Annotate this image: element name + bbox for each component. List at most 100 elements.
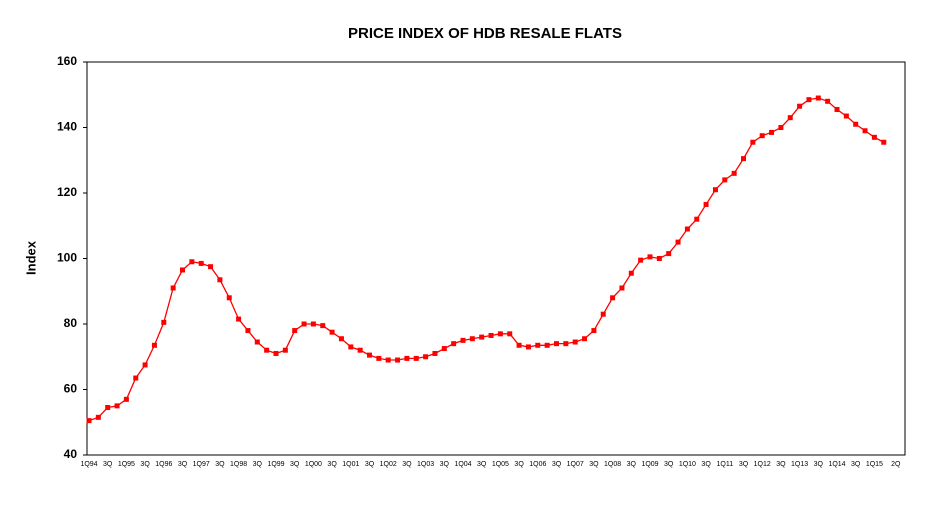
marker bbox=[806, 97, 812, 103]
marker bbox=[301, 321, 307, 327]
y-tick-label: 120 bbox=[57, 185, 77, 199]
marker bbox=[825, 98, 831, 104]
x-tick-label: 1Q10 bbox=[679, 461, 696, 468]
marker bbox=[460, 337, 466, 343]
marker bbox=[469, 336, 475, 342]
marker bbox=[114, 403, 120, 409]
x-tick-label: 1Q12 bbox=[754, 461, 771, 468]
plot-frame bbox=[86, 61, 906, 456]
x-tick-label: 1Q01 bbox=[342, 461, 359, 468]
y-tick-label: 40 bbox=[64, 447, 78, 461]
x-tick-label: 1Q09 bbox=[641, 461, 658, 468]
marker bbox=[208, 264, 214, 270]
y-axis-label: Index bbox=[23, 240, 38, 275]
y-tick-label: 160 bbox=[57, 54, 77, 68]
marker bbox=[451, 341, 457, 347]
marker bbox=[273, 350, 279, 356]
x-tick-label: 1Q02 bbox=[380, 461, 397, 468]
marker bbox=[525, 344, 531, 350]
x-tick-label: 3Q bbox=[253, 461, 263, 468]
x-tick-label: 1Q94 bbox=[80, 461, 97, 468]
marker bbox=[712, 187, 718, 193]
x-tick-label: 3Q bbox=[514, 461, 524, 468]
x-tick-label: 2Q bbox=[891, 461, 901, 468]
marker bbox=[376, 355, 382, 361]
marker bbox=[161, 319, 167, 325]
marker bbox=[488, 332, 494, 338]
marker bbox=[582, 336, 588, 342]
marker bbox=[226, 295, 232, 301]
x-tick-label: 3Q bbox=[627, 461, 637, 468]
marker bbox=[329, 329, 335, 335]
line bbox=[88, 97, 885, 422]
marker bbox=[105, 405, 111, 411]
marker bbox=[423, 354, 429, 360]
x-tick-label: 3Q bbox=[814, 461, 824, 468]
marker bbox=[741, 156, 746, 162]
marker bbox=[600, 311, 606, 317]
marker bbox=[769, 129, 775, 135]
marker bbox=[236, 316, 242, 322]
x-tick-label: 3Q bbox=[402, 461, 412, 468]
x-tick-label: 3Q bbox=[477, 461, 487, 468]
marker bbox=[320, 323, 326, 329]
x-tick-label: 3Q bbox=[327, 461, 337, 468]
marker bbox=[610, 295, 616, 301]
marker bbox=[189, 259, 195, 265]
x-tick-label: 3Q bbox=[365, 461, 375, 468]
marker bbox=[787, 115, 793, 121]
marker bbox=[731, 170, 737, 176]
x-tick-label: 1Q15 bbox=[866, 461, 883, 468]
marker bbox=[198, 260, 204, 266]
marker bbox=[544, 342, 550, 348]
x-tick-label: 1Q06 bbox=[529, 461, 546, 468]
marker bbox=[572, 339, 578, 345]
x-tick-label: 3Q bbox=[701, 461, 711, 468]
marker bbox=[95, 414, 101, 420]
y-tick-label: 100 bbox=[57, 251, 77, 265]
x-tick-label: 1Q00 bbox=[305, 461, 322, 468]
marker bbox=[815, 95, 821, 101]
x-tick-label: 1Q95 bbox=[118, 461, 135, 468]
marker bbox=[591, 328, 597, 334]
marker bbox=[638, 257, 644, 263]
x-tick-label: 1Q08 bbox=[604, 461, 621, 468]
marker bbox=[441, 346, 447, 352]
marker bbox=[170, 285, 176, 291]
x-tick-label: 1Q05 bbox=[492, 461, 509, 468]
marker bbox=[853, 121, 859, 127]
x-tick-label: 1Q04 bbox=[454, 461, 471, 468]
marker bbox=[507, 331, 513, 337]
marker bbox=[834, 106, 840, 112]
marker bbox=[619, 285, 625, 291]
x-tick-label: 1Q97 bbox=[193, 461, 210, 468]
marker bbox=[862, 128, 868, 134]
marker bbox=[479, 334, 485, 340]
marker bbox=[666, 251, 672, 257]
marker bbox=[843, 113, 849, 119]
x-tick-label: 3Q bbox=[589, 461, 599, 468]
marker bbox=[881, 139, 887, 145]
marker bbox=[647, 254, 653, 260]
marker bbox=[180, 267, 185, 273]
marker bbox=[750, 139, 756, 145]
marker bbox=[142, 362, 148, 368]
x-tick-label: 1Q11 bbox=[716, 461, 733, 468]
marker bbox=[413, 355, 419, 361]
marker bbox=[684, 226, 690, 232]
y-tick-label: 80 bbox=[64, 316, 78, 330]
x-tick-label: 3Q bbox=[140, 461, 150, 468]
x-tick-label: 1Q14 bbox=[828, 461, 845, 468]
marker bbox=[778, 125, 784, 130]
marker bbox=[656, 256, 662, 261]
marker bbox=[282, 347, 288, 353]
marker bbox=[264, 347, 270, 353]
marker bbox=[245, 328, 251, 334]
marker bbox=[703, 201, 709, 207]
x-tick-label: 3Q bbox=[776, 461, 786, 468]
x-tick-label: 3Q bbox=[851, 461, 861, 468]
marker bbox=[759, 133, 765, 139]
marker bbox=[432, 350, 438, 356]
x-tick-label: 3Q bbox=[739, 461, 749, 468]
marker bbox=[151, 342, 157, 348]
